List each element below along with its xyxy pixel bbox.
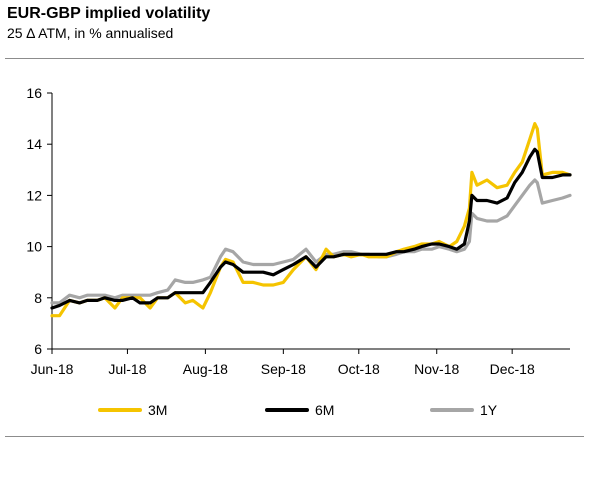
legend-label-6m: 6M [315,402,335,418]
y-tick-label-16: 16 [26,85,42,101]
legend-swatch-3m [98,408,142,412]
legend-item-1y: 1Y [430,401,497,419]
line-chart: 6 8 10 12 14 16 Jun-18 Jul-18 Aug-18 Sep-18 Oct-18… [26,85,572,377]
y-tick-label-12: 12 [26,187,42,203]
legend-swatch-6m [265,408,309,412]
chart-title: EUR-GBP implied volatility [7,5,211,22]
x-tick-label-Oct-18: Oct-18 [338,361,380,377]
legend-label-3m: 3M [148,402,168,418]
legend-item-3m: 3M [98,401,167,419]
series-line-6m [50,147,572,310]
top-divider [5,58,584,59]
legend-item-6m: 6M [265,401,334,419]
series-line-3m [50,122,572,318]
y-tick-label-10: 10 [26,239,42,255]
series-line-1y [50,178,572,305]
x-tick-label-Dec-18: Dec-18 [490,361,535,377]
y-tick-label-8: 8 [34,290,42,306]
legend-swatch-1y [430,408,474,412]
bottom-divider [5,436,584,437]
x-tick-label-Nov-18: Nov-18 [414,361,459,377]
y-tick-label-14: 14 [26,136,42,152]
y-tick-label-6: 6 [34,341,42,357]
x-tick-label-Sep-18: Sep-18 [261,361,306,377]
chart-subtitle: 25 ∆ ATM, in % annualised [7,25,174,41]
x-tick-label-Jun-18: Jun-18 [31,361,74,377]
legend-label-1y: 1Y [480,402,498,418]
x-tick-label-Aug-18: Aug-18 [183,361,228,377]
x-tick-label-Jul-18: Jul-18 [108,361,146,377]
